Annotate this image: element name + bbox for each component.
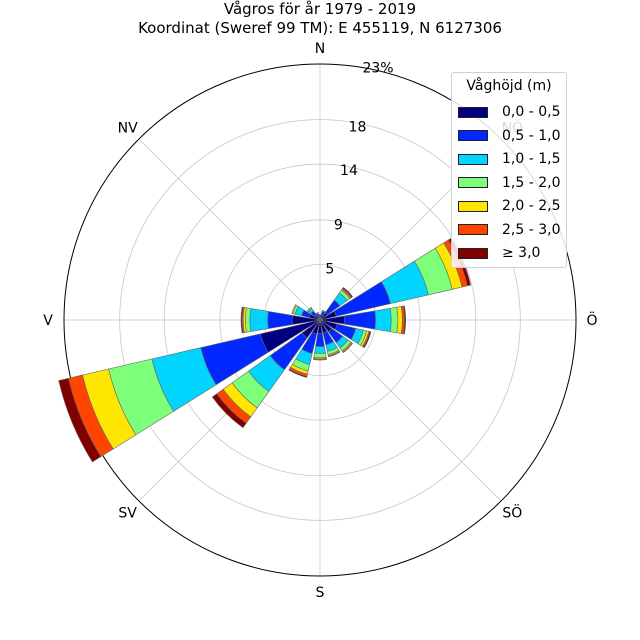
legend-item: 1,5 - 2,0: [458, 173, 560, 193]
radial-tick-5: 5: [325, 261, 334, 277]
legend-label: 1,5 - 2,0: [502, 174, 561, 191]
direction-label-SÖ: SÖ: [502, 503, 522, 521]
bar-SSÖ-5: [327, 350, 341, 358]
legend-swatch: [458, 130, 488, 141]
bar-NNÖ-2: [321, 309, 326, 313]
legend-swatch: [458, 106, 488, 118]
bar-VNV-4: [291, 304, 297, 315]
grid-spoke: [319, 319, 502, 502]
legend-swatch: [458, 224, 488, 235]
bar-Ö-2: [374, 307, 392, 333]
outer-ring: [63, 63, 577, 577]
legend-label: 0,0 - 0,5: [502, 104, 561, 120]
radial-tick-9: 9: [334, 218, 343, 234]
bar-N-1: [318, 314, 322, 316]
legend-item: 1,0 - 1,5: [458, 149, 560, 169]
legend-label: 0,5 - 1,0: [502, 127, 561, 144]
direction-label-SV: SV: [118, 505, 137, 521]
direction-label-N: N: [315, 41, 325, 57]
bar-VSV-6: [58, 377, 102, 463]
legend-swatch: [458, 153, 488, 165]
bar-S-1: [315, 332, 325, 348]
direction-label-NV: NV: [118, 121, 138, 137]
legend-swatch: [458, 247, 488, 259]
bar-S-2: [314, 346, 326, 354]
radial-tick-14: 14: [340, 163, 358, 179]
bar-S-5: [313, 358, 327, 361]
legend-label: 1,0 - 1,5: [502, 151, 561, 167]
bar-ÖSÖ-6: [363, 331, 372, 349]
legend: Våghöjd (m) 0,0 - 0,5 0,5 - 1,0 1,0 - 1,5 1…: [451, 72, 567, 268]
legend-item: 2,5 - 3,0: [458, 220, 560, 240]
legend-swatch: [458, 177, 488, 188]
chart-subtitle: Koordinat (Sweref 99 TM): E 455119, N 61…: [138, 19, 502, 37]
bar-Ö-6: [403, 305, 407, 335]
bar-V-1: [267, 311, 293, 329]
bar-SÖ-5: [342, 342, 354, 354]
legend-item: 2,0 - 2,5: [458, 196, 560, 216]
bar-Ö-3: [389, 306, 399, 334]
bar-V-3: [245, 307, 252, 333]
bar-NÖ-6: [342, 286, 354, 298]
legend-item: 0,5 - 1,0: [458, 126, 560, 146]
direction-label-V: V: [43, 313, 53, 329]
bar-S-3: [313, 352, 327, 359]
legend-title: Våghöjd (m): [466, 78, 552, 94]
bar-V-6: [240, 306, 244, 334]
bar-NNV-2: [315, 312, 319, 315]
legend-label: 2,5 - 3,0: [502, 221, 561, 238]
direction-label-S: S: [316, 585, 325, 601]
radial-tick-18: 18: [349, 119, 367, 135]
bar-SV-6: [211, 393, 247, 429]
legend-item: ≥ 3,0: [458, 243, 540, 263]
legend-item: 0,0 - 0,5: [458, 102, 560, 122]
bar-SSV-6: [288, 368, 308, 378]
bar-NV-3: [306, 306, 313, 313]
chart-title: Vågros för år 1979 - 2019: [223, 0, 417, 18]
rose-bars: [58, 237, 472, 463]
radial-max-label: 23%: [362, 61, 393, 77]
legend-label: ≥ 3,0: [502, 245, 541, 261]
bar-V-2: [249, 308, 269, 332]
legend-swatch: [458, 200, 488, 212]
grid-spoke: [138, 138, 321, 321]
direction-label-Ö: Ö: [586, 311, 597, 329]
legend-label: 2,0 - 2,5: [502, 198, 561, 214]
